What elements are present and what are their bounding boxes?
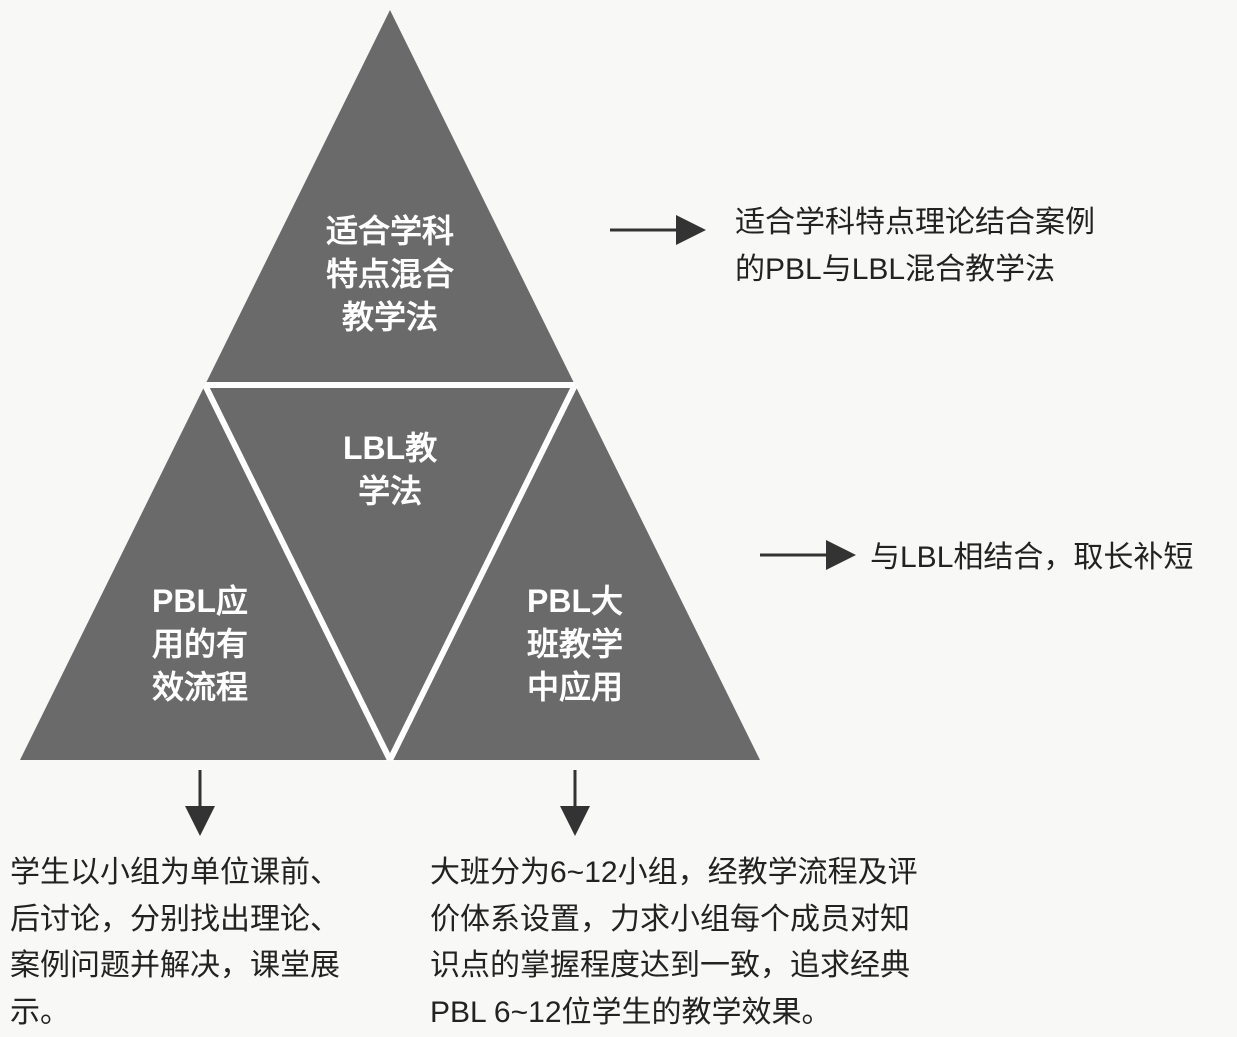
annotation-bottom-left: 学生以小组为单位课前、 后讨论，分别找出理论、 案例问题并解决，课堂展 示。	[10, 850, 410, 1036]
annotation-mid-right: 与LBL相结合，取长补短	[870, 535, 1237, 582]
annotation-top-right: 适合学科特点理论结合案例 的PBL与LBL混合教学法	[735, 200, 1215, 293]
annotation-bottom-right: 大班分为6~12小组，经教学流程及评 价体系设置，力求小组每个成员对知 识点的掌…	[430, 850, 1030, 1036]
diagram-canvas: 适合学科 特点混合 教学法 LBL教 学法 PBL应 用的有 效流程 PBL大 …	[0, 0, 1237, 1037]
